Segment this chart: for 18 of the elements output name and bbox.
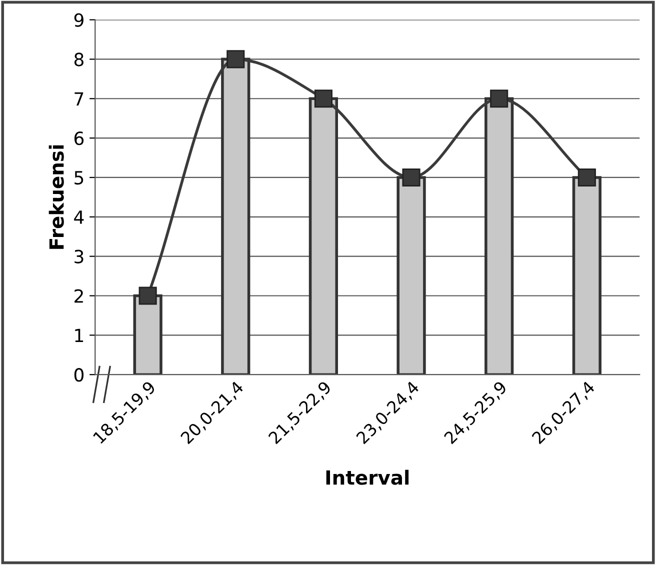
point	[314, 90, 332, 108]
point	[402, 168, 420, 186]
y-axis-title: Frekuensi	[48, 145, 64, 249]
point	[578, 168, 596, 186]
y-tick-label: 3	[74, 250, 84, 264]
y-tick-label: 6	[74, 132, 84, 146]
point	[226, 50, 245, 68]
y-tick-label: 9	[74, 13, 84, 27]
point	[490, 90, 508, 108]
y-tick-label: 0	[74, 368, 84, 382]
y-tick-label: 7	[74, 92, 84, 106]
y-tick-label: 4	[74, 210, 84, 224]
y-tick-label: 1	[75, 328, 84, 342]
y-tick-label: 5	[74, 171, 84, 185]
point	[138, 286, 157, 305]
y-tick-label: 2	[74, 289, 83, 303]
y-tick-label: 8	[74, 52, 84, 66]
x-axis-title: Interval	[326, 470, 409, 485]
